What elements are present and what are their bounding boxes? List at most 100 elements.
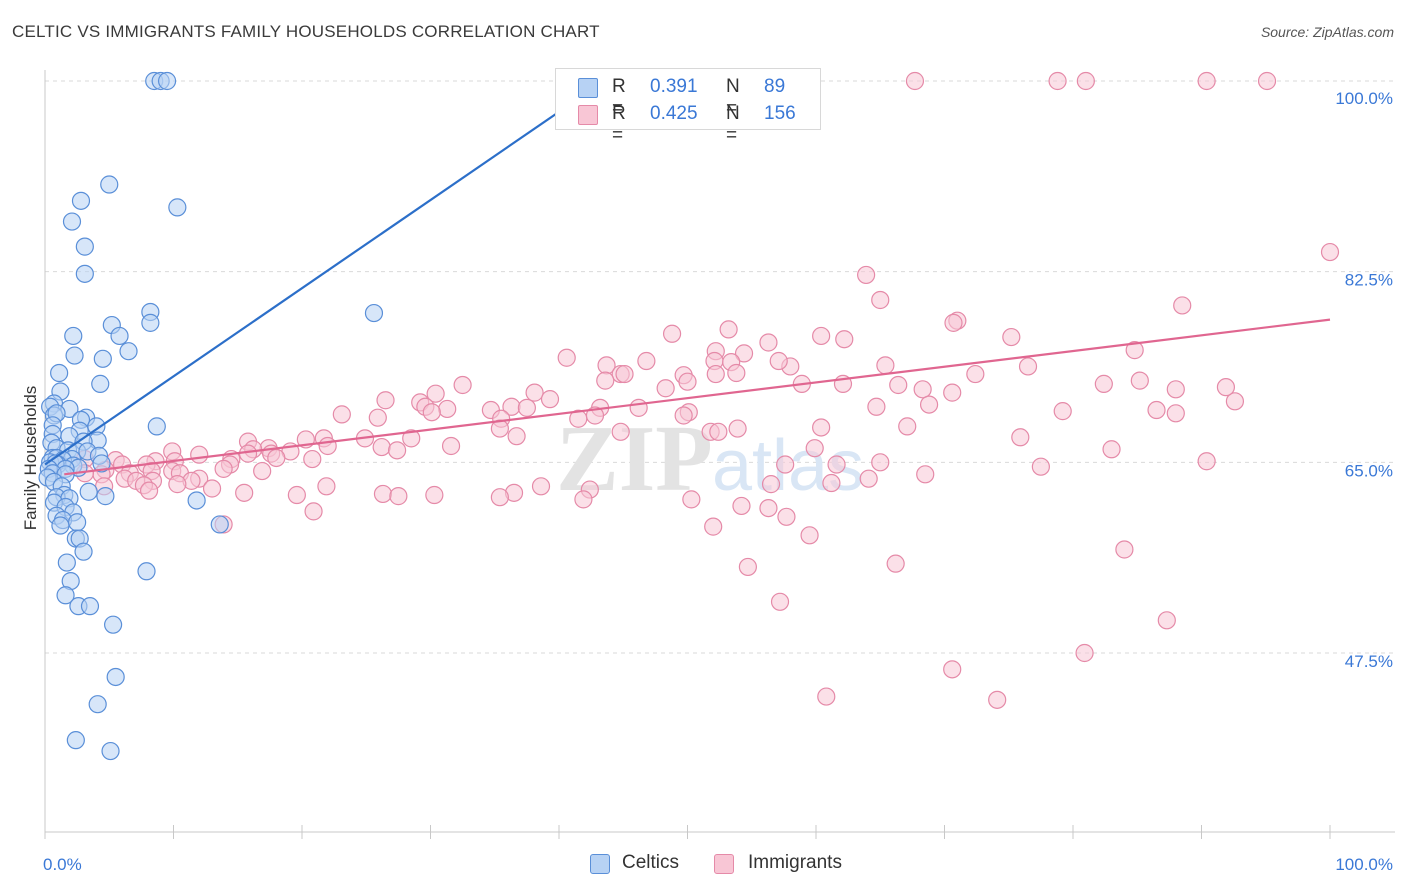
immigrants-point: [1130, 371, 1149, 390]
immigrants-point: [525, 383, 544, 402]
immigrants-point: [966, 364, 985, 384]
immigrants-point: [827, 455, 846, 474]
celtics-legend-label: Celtics: [622, 852, 680, 873]
immigrants-point: [727, 363, 746, 383]
immigrants-point: [1147, 400, 1166, 420]
immigrants-point: [304, 502, 323, 521]
n-label: N =: [726, 76, 740, 119]
immigrants-point: [368, 408, 387, 427]
immigrants-point: [387, 441, 407, 460]
immigrants-point: [1018, 357, 1038, 376]
immigrants-point: [1031, 457, 1050, 476]
immigrants-point: [812, 326, 831, 346]
immigrants-point: [944, 313, 963, 332]
immigrants-point: [867, 397, 886, 416]
celtics-point: [74, 542, 93, 561]
immigrants-point: [1094, 374, 1113, 393]
immigrants-point: [805, 439, 824, 458]
immigrants-point: [517, 398, 536, 417]
immigrants-point: [1197, 452, 1216, 471]
n-label: N =: [726, 103, 740, 146]
x-tick-label-min: 0.0%: [43, 855, 82, 874]
celtics-point: [210, 515, 229, 534]
immigrants-point: [139, 481, 159, 500]
axes: [44, 70, 1395, 839]
immigrants-point: [871, 453, 890, 472]
celtics-point: [88, 695, 107, 714]
immigrants-point: [857, 265, 876, 285]
immigrants-point: [372, 437, 391, 457]
celtics-point: [92, 454, 111, 473]
celtics-point: [68, 513, 87, 532]
immigrants-point: [905, 71, 925, 91]
immigrants-point: [876, 356, 895, 375]
immigrants-point: [709, 422, 728, 441]
immigrants-point: [1053, 402, 1072, 421]
immigrants-point: [287, 485, 306, 505]
immigrants-point: [1075, 643, 1094, 663]
immigrants-point: [859, 469, 878, 488]
immigrants-point: [214, 459, 233, 478]
celtics-point: [157, 71, 177, 91]
immigrants-point: [317, 477, 336, 496]
celtics-point: [80, 597, 100, 616]
immigrants-point: [886, 554, 905, 573]
immigrants-point: [1048, 71, 1067, 91]
y-tick-label: 100.0%: [1335, 89, 1393, 108]
celtics-point: [75, 264, 94, 283]
celtics-point: [50, 363, 69, 383]
immigrants-point: [1102, 440, 1121, 459]
celtics-point: [96, 487, 115, 506]
immigrants-point: [682, 490, 701, 509]
immigrants-point: [426, 384, 445, 403]
immigrants-point: [728, 419, 747, 438]
immigrants-trend-line: [64, 318, 1331, 476]
immigrants-legend-label: Immigrants: [748, 852, 842, 873]
celtics-point: [104, 615, 123, 634]
celtics-points: [38, 71, 384, 761]
immigrants-point: [490, 488, 509, 507]
celtics-point: [364, 303, 384, 323]
immigrants-point: [585, 406, 605, 425]
immigrants-point: [1166, 380, 1185, 399]
immigrants-point: [1216, 378, 1236, 397]
immigrants-point: [674, 406, 693, 425]
immigrants-point: [453, 375, 472, 395]
immigrants-point: [1157, 611, 1176, 630]
celtics-swatch: [578, 78, 598, 98]
immigrants-point: [776, 455, 795, 474]
celtics-point: [79, 482, 98, 501]
immigrants-point: [759, 498, 778, 518]
chart-title: CELTIC VS IMMIGRANTS FAMILY HOUSEHOLDS C…: [12, 22, 600, 41]
immigrants-point: [1225, 392, 1245, 411]
immigrants-point: [706, 364, 725, 384]
immigrants-point: [988, 690, 1007, 709]
immigrants-legend-swatch: [714, 854, 734, 874]
immigrants-point: [1125, 341, 1144, 360]
celtics-trend-line: [44, 80, 605, 466]
celtics-point: [137, 562, 156, 581]
celtics-point: [57, 553, 76, 572]
immigrants-point: [1166, 404, 1185, 423]
immigrants-point: [916, 465, 935, 484]
immigrants-point: [373, 484, 393, 504]
celtics-point: [168, 198, 187, 217]
immigrants-point: [759, 333, 778, 352]
immigrants-point: [777, 507, 796, 526]
celtics-point: [56, 586, 75, 605]
celtics-legend-swatch: [590, 854, 610, 874]
immigrants-point: [402, 429, 421, 448]
immigrants-point: [574, 490, 593, 509]
immigrants-point: [611, 422, 630, 441]
immigrants-point: [376, 391, 395, 410]
immigrants-point: [738, 557, 757, 577]
y-tick-label: 47.5%: [1345, 652, 1393, 671]
immigrants-point: [835, 330, 854, 349]
immigrants-point: [253, 461, 272, 481]
immigrants-point: [629, 398, 648, 417]
immigrants-point: [871, 290, 890, 310]
celtics-point: [62, 212, 82, 231]
immigrants-point: [441, 436, 461, 456]
immigrants-point: [557, 348, 576, 367]
